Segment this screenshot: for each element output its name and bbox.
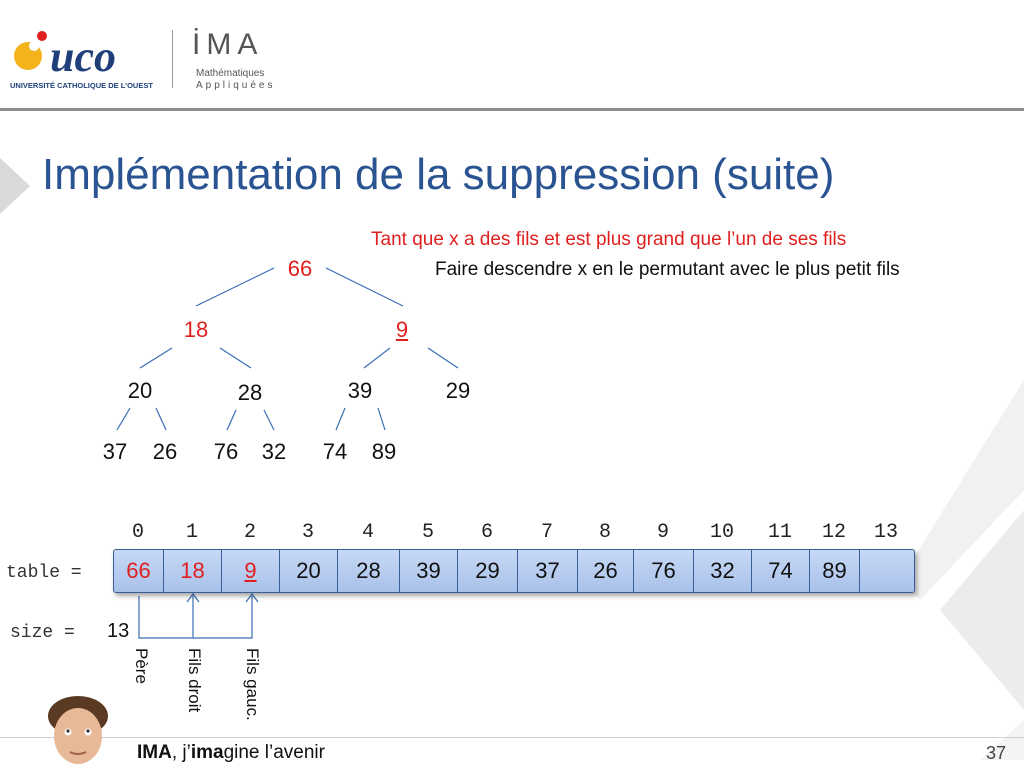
array-cell-value: 9 [244,558,257,583]
footer-tagline-bold: ima [190,742,224,763]
array-index: 2 [243,521,256,544]
array-cell: 37 [518,550,578,592]
footer-tagline-rest: gine l’avenir [223,742,325,763]
tree-node-left-child: 9 [395,317,409,342]
array-index: 12 [821,521,846,544]
array-index: 4 [361,521,374,544]
tree-node-right-child: 18 [183,317,209,342]
array-cell: 9 [222,550,280,592]
array-index: 7 [540,521,553,544]
loop-condition-text: Tant que x a des fils et est plus grand … [371,229,847,250]
array-index: 5 [421,521,434,544]
tree-node: 74 [322,439,348,464]
ima-logo-text: İMA [192,28,264,61]
heap-array: 66 18 9 20 28 39 29 37 26 76 32 74 89 [113,549,915,593]
student-photo [48,696,108,764]
tree-node: 32 [261,439,287,464]
array-index: 3 [301,521,314,544]
array-index: 6 [480,521,493,544]
table-label: table = [6,563,82,583]
array-cell: 18 [164,550,222,592]
array-index: 1 [185,521,198,544]
title-chevron-icon [0,158,30,214]
tree-node: 28 [237,380,263,405]
array-cell: 29 [458,550,518,592]
uco-logo-subtitle: UNIVERSITÉ CATHOLIQUE DE L'OUEST [10,81,153,90]
page-number: 37 [985,743,1006,763]
array-cell: 89 [810,550,860,592]
array-cell: 66 [114,550,164,592]
array-index: 11 [767,521,792,544]
tree-node-root: 66 [287,256,313,281]
size-label: size = [10,623,75,643]
parent-pointer-label: Père [132,648,151,684]
array-cell: 28 [338,550,400,592]
left-child-pointer-label: Fils gauc. [243,648,262,721]
footer-divider [0,737,1024,738]
tree-node: 20 [127,378,153,403]
loop-action-text: Faire descendre x en le permutant avec l… [435,259,900,280]
footer-brand: IMA [137,742,172,763]
array-index: 9 [656,521,669,544]
ima-logo-subtitle: Mathématiques [196,68,265,79]
array-cell: 20 [280,550,338,592]
ima-logo-subtitle-2: Appliquées [196,80,276,91]
array-cell: 32 [694,550,752,592]
tree-node: 76 [213,439,239,464]
tree-node: 37 [102,439,128,464]
footer-tagline: IMA, j’imagine l’avenir [137,742,325,764]
array-cell-empty [860,550,912,592]
array-index: 0 [131,521,144,544]
header-divider [0,108,1024,111]
array-cell: 39 [400,550,458,592]
tree-node: 29 [445,378,471,403]
uco-logo: uco UNIVERSITÉ CATHOLIQUE DE L'OUEST [6,14,156,94]
array-cell: 74 [752,550,810,592]
right-child-pointer-label: Fils droit [185,648,204,713]
footer-tagline-sep: , j’ [171,742,191,763]
tree-node: 26 [152,439,178,464]
array-cell: 76 [634,550,694,592]
logo-separator [172,30,173,88]
array-cell: 26 [578,550,634,592]
tree-node: 89 [371,439,397,464]
array-index: 10 [709,521,734,544]
background-decoration [900,380,1024,760]
uco-logo-text: uco [50,32,116,81]
array-index: 13 [873,521,898,544]
slide-title: Implémentation de la suppression (suite) [42,150,835,199]
size-value: 13 [107,620,130,642]
tree-node: 39 [347,378,373,403]
array-index: 8 [598,521,611,544]
